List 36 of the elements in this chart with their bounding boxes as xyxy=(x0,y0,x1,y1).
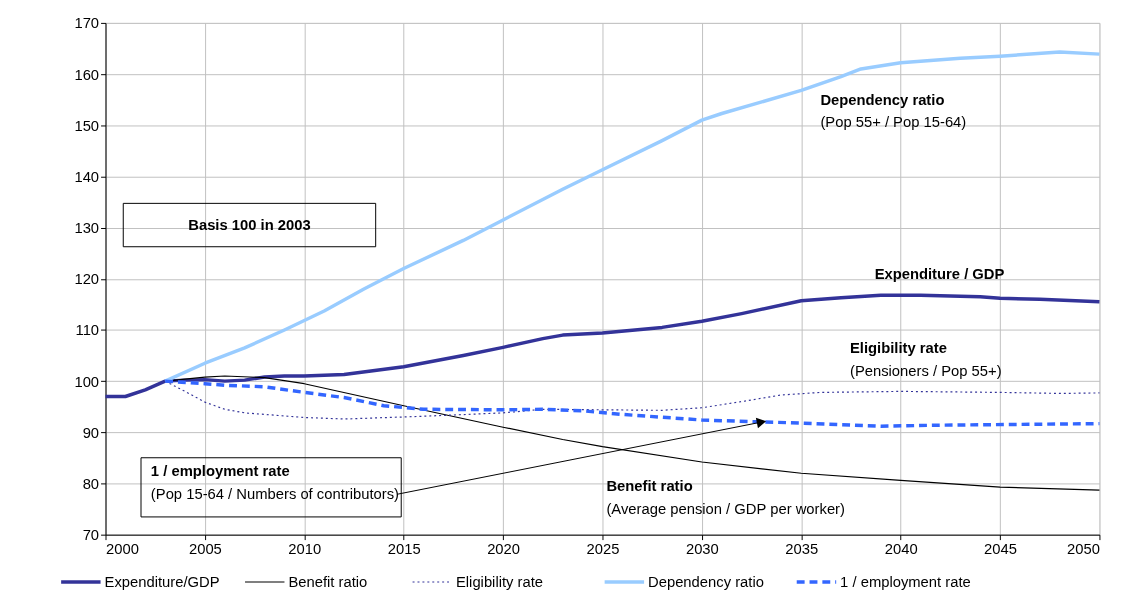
y-tick-label: 130 xyxy=(74,220,100,237)
annotation: Expenditure / GDP xyxy=(874,266,1005,283)
legend-label: 1 / employment rate xyxy=(840,573,971,590)
y-tick-label: 110 xyxy=(75,322,100,339)
x-tick-label: 2035 xyxy=(785,540,819,557)
annotation: 1 / employment rate (Pop 15-64 / Numbers of contributors) xyxy=(150,463,399,503)
annotation: Basis 100 in 2003 xyxy=(188,216,311,233)
x-tick-label: 2005 xyxy=(188,540,222,557)
y-tick-label: 90 xyxy=(82,424,100,441)
x-tick-label: 2020 xyxy=(487,540,521,557)
x-tick-label: 2015 xyxy=(387,540,421,557)
legend-label: Dependency ratio xyxy=(648,573,764,590)
annotation: Dependency ratio (Pop 55+ / Pop 15-64) xyxy=(820,91,967,131)
y-tick-label: 160 xyxy=(74,66,100,83)
x-tick-label: 2025 xyxy=(586,540,620,557)
x-tick-label: 2050 xyxy=(1067,540,1100,557)
line-series xyxy=(163,50,1102,383)
legend-label: Expenditure/GDP xyxy=(104,573,220,590)
line-series xyxy=(163,379,1102,428)
line-series xyxy=(103,293,1102,399)
y-tick-label: 140 xyxy=(74,168,100,185)
y-tick-label: 170 xyxy=(74,15,100,32)
y-tick-label: 70 xyxy=(82,527,100,544)
y-tick-label: 150 xyxy=(74,117,100,134)
y-tick-label: 100 xyxy=(74,373,100,390)
y-tick-label: 120 xyxy=(74,271,100,288)
x-tick-label: 2010 xyxy=(288,540,322,557)
annotation: Eligibility rate (Pensioners / Pop 55+) xyxy=(849,340,1002,379)
x-tick-label: 2040 xyxy=(884,540,918,557)
legend-label: Eligibility rate xyxy=(455,573,544,590)
x-tick-label: 2045 xyxy=(984,540,1017,557)
x-tick-label: 2000 xyxy=(106,540,139,557)
legend-label: Benefit ratio xyxy=(288,573,368,590)
annotation: Benefit ratio (Average pension / GDP per worker) xyxy=(606,478,845,517)
y-tick-label: 80 xyxy=(82,475,100,492)
x-tick-label: 2030 xyxy=(685,540,719,557)
